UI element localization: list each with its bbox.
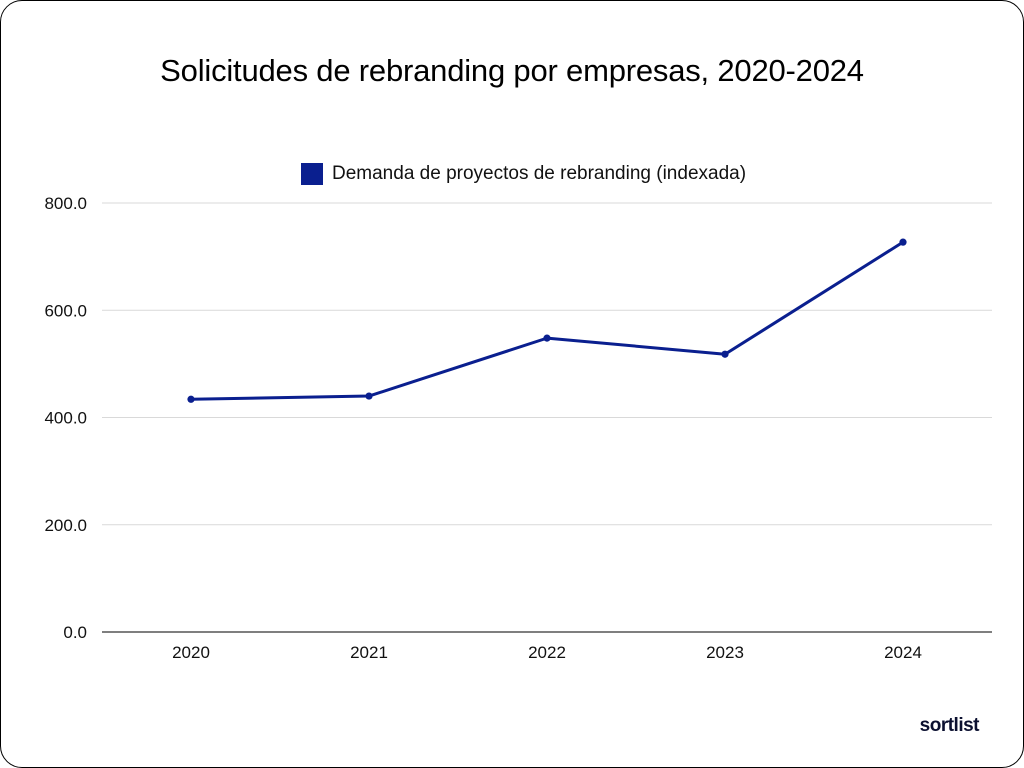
data-point [543, 334, 551, 342]
legend-label: Demanda de proyectos de rebranding (inde… [332, 163, 747, 184]
x-tick-label: 2020 [172, 643, 210, 662]
y-tick-label: 600.0 [44, 301, 87, 320]
brand-logo: sortlist [919, 715, 980, 736]
x-tick-label: 2021 [350, 643, 388, 662]
y-tick-label: 800.0 [44, 194, 87, 213]
series-line [189, 240, 905, 401]
chart-legend: Demanda de proyectos de rebranding (inde… [301, 162, 746, 186]
data-point [187, 395, 195, 403]
x-tick-label: 2022 [528, 643, 566, 662]
x-tick-label: 2024 [884, 643, 922, 662]
data-point [721, 350, 729, 358]
legend-swatch [301, 163, 323, 185]
x-tick-label: 2023 [706, 643, 744, 662]
data-point [899, 238, 907, 246]
y-tick-label: 200.0 [44, 516, 87, 535]
y-tick-label: 0.0 [63, 623, 87, 642]
chart-title: Solicitudes de rebranding por empresas, … [160, 53, 864, 88]
data-point [365, 392, 373, 400]
y-tick-label: 400.0 [44, 409, 87, 428]
